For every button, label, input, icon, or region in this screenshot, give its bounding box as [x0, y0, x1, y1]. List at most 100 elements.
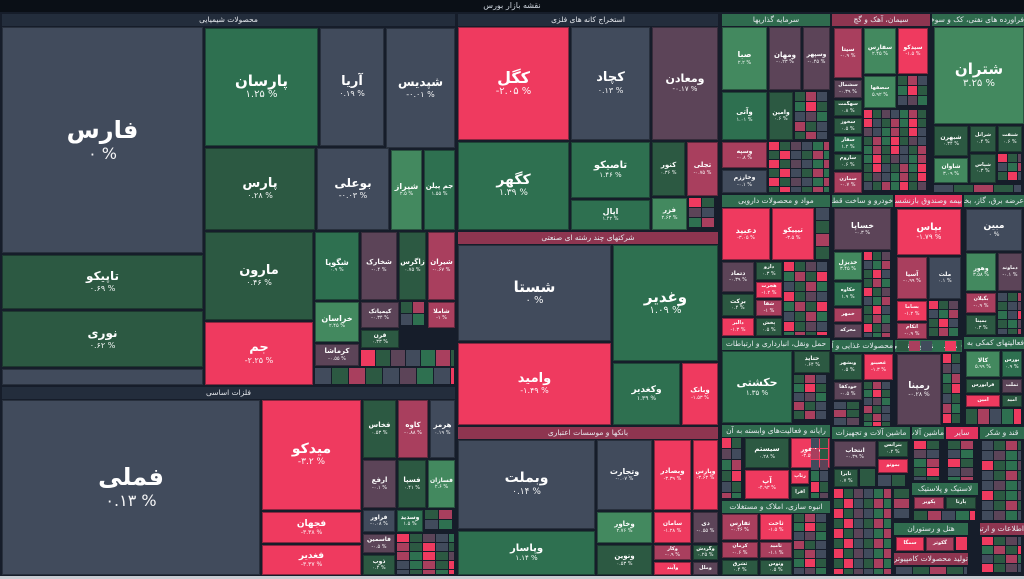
stock-tile[interactable]: غصینو -۱.۳ %	[864, 354, 893, 380]
mini-stock-tile[interactable]	[864, 422, 872, 426]
mini-stock-tile[interactable]	[873, 324, 881, 332]
sector-header[interactable]: ماشین آلات و تجهیزات	[832, 427, 910, 439]
mini-stock-tile[interactable]	[805, 523, 815, 531]
mini-stock-tile[interactable]	[805, 393, 815, 401]
mini-stock-tile[interactable]	[820, 493, 828, 498]
mini-stock-tile[interactable]	[791, 178, 801, 186]
mini-stock-tile[interactable]	[882, 390, 890, 397]
mini-stock-tile[interactable]	[732, 493, 741, 498]
mini-stock-tile[interactable]	[805, 550, 815, 558]
mini-stock-tile[interactable]	[982, 491, 993, 500]
stock-tile[interactable]: فسپا ۰.۴۱ %	[398, 460, 426, 508]
stock-tile[interactable]: وخاور ۲.۷۶ %	[597, 512, 652, 543]
mini-stock-tile[interactable]	[918, 110, 926, 118]
stock-tile[interactable]: خدیزل ۳.۴۵ %	[834, 252, 862, 280]
mini-stock-tile[interactable]	[882, 137, 890, 145]
mini-stock-tile[interactable]	[423, 534, 435, 542]
stock-tile[interactable]: هجرت -۱.۲ %	[756, 282, 782, 298]
mini-stock-tile[interactable]	[882, 270, 890, 278]
mini-stock-tile[interactable]	[998, 320, 1007, 328]
stock-tile[interactable]: امین	[966, 395, 1000, 407]
mini-stock-tile[interactable]	[873, 137, 881, 145]
mini-stock-tile[interactable]	[376, 350, 390, 366]
mini-stock-tile[interactable]	[1018, 441, 1021, 450]
mini-stock-tile[interactable]	[900, 128, 908, 136]
mini-stock-tile[interactable]	[882, 128, 890, 136]
mini-stock-tile[interactable]	[998, 172, 1007, 180]
sector-header[interactable]: رایانه و فعالیت‌های وابسته به آن	[722, 425, 830, 437]
mini-stock-tile[interactable]	[824, 142, 829, 150]
mini-stock-tile[interactable]	[421, 350, 435, 366]
mini-stock-tile[interactable]	[882, 182, 890, 190]
mini-stock-tile[interactable]	[816, 208, 829, 220]
mini-stock-tile[interactable]	[873, 164, 881, 172]
mini-stock-tile[interactable]	[891, 137, 899, 145]
mini-stock-tile[interactable]	[909, 155, 917, 163]
mini-stock-tile[interactable]	[806, 122, 816, 131]
mini-stock-tile[interactable]	[844, 559, 853, 568]
mini-stock-tile[interactable]	[1018, 501, 1021, 510]
mini-stock-tile[interactable]	[449, 561, 454, 569]
mini-stock-tile[interactable]	[847, 418, 859, 425]
mini-stock-tile[interactable]	[908, 86, 917, 95]
mini-stock-tile[interactable]	[994, 564, 1005, 572]
mini-stock-tile[interactable]	[874, 529, 883, 538]
stock-tile[interactable]: وامین ۰.۶ %	[769, 92, 793, 140]
stock-tile[interactable]: شیران -۰.۶۷ %	[428, 232, 455, 300]
mini-stock-tile[interactable]	[873, 279, 881, 287]
mini-stock-tile[interactable]	[864, 549, 873, 558]
mini-stock-tile[interactable]	[401, 314, 412, 325]
mini-stock-tile[interactable]	[933, 341, 944, 351]
mini-stock-tile[interactable]	[854, 509, 863, 518]
mini-stock-tile[interactable]	[900, 164, 908, 172]
mini-stock-tile[interactable]	[874, 569, 883, 574]
mini-stock-tile[interactable]	[900, 155, 908, 163]
stock-tile[interactable]: سشمال -۰.۳۹ %	[834, 80, 862, 98]
mini-stock-tile[interactable]	[882, 252, 890, 260]
sector-header[interactable]: انبوه سازی، املاک و مستغلات	[722, 501, 830, 513]
mini-stock-tile[interactable]	[1018, 471, 1021, 480]
sector-header[interactable]: محصولات شیمیایی	[2, 14, 455, 26]
mini-stock-tile[interactable]	[722, 460, 731, 470]
sector-header[interactable]: بیمه وصندوق بازنشستگی	[895, 195, 962, 207]
sector-header[interactable]: بانکها و موسسات اعتباری	[458, 427, 718, 439]
mini-stock-tile[interactable]	[802, 142, 812, 150]
mini-stock-tile[interactable]	[1006, 511, 1017, 520]
mini-stock-tile[interactable]	[982, 461, 993, 470]
mini-stock-tile[interactable]	[864, 382, 872, 389]
mini-stock-tile[interactable]	[882, 382, 890, 389]
mini-stock-tile[interactable]	[702, 198, 714, 207]
mini-stock-tile[interactable]	[794, 568, 804, 574]
sector-header[interactable]: هتل و رستوران	[894, 523, 968, 535]
mini-stock-tile[interactable]	[864, 499, 873, 508]
mini-stock-tile[interactable]	[891, 128, 899, 136]
mini-stock-tile[interactable]	[383, 368, 399, 384]
mini-stock-tile[interactable]	[834, 559, 843, 568]
mini-stock-tile[interactable]	[914, 459, 926, 467]
mini-stock-tile[interactable]	[927, 450, 939, 458]
mini-stock-tile[interactable]	[882, 279, 890, 287]
stock-tile[interactable]: کالا ۵.۹۹ %	[966, 351, 1000, 377]
mini-stock-tile[interactable]	[436, 552, 448, 560]
mini-stock-tile[interactable]	[918, 96, 927, 105]
sector-header[interactable]: تولید محصولات کامپیوتری و الکترونیکی	[894, 553, 968, 565]
mini-stock-tile[interactable]	[769, 169, 779, 177]
stock-tile[interactable]: حکشتی ۱.۳۵ %	[722, 351, 792, 423]
mini-stock-tile[interactable]	[898, 76, 907, 85]
mini-stock-tile[interactable]	[966, 409, 977, 424]
mini-stock-tile[interactable]	[900, 146, 908, 154]
mini-stock-tile[interactable]	[873, 110, 881, 118]
stock-tile[interactable]: وسپه -۰.۸ %	[722, 142, 767, 168]
mini-stock-tile[interactable]	[795, 292, 805, 301]
mini-stock-tile[interactable]	[961, 441, 973, 449]
sector-header[interactable]: مواد و محصولات دارویی	[722, 195, 830, 207]
mini-stock-tile[interactable]	[802, 160, 812, 168]
mini-stock-tile[interactable]	[794, 523, 804, 531]
mini-stock-tile[interactable]	[864, 509, 873, 518]
mini-stock-tile[interactable]	[873, 414, 881, 421]
mini-stock-tile[interactable]	[939, 301, 948, 309]
sector-header[interactable]: سایر	[946, 427, 978, 439]
stock-tile[interactable]: سمگا	[896, 537, 924, 551]
mini-stock-tile[interactable]	[882, 333, 890, 337]
mini-stock-tile[interactable]	[784, 302, 794, 311]
